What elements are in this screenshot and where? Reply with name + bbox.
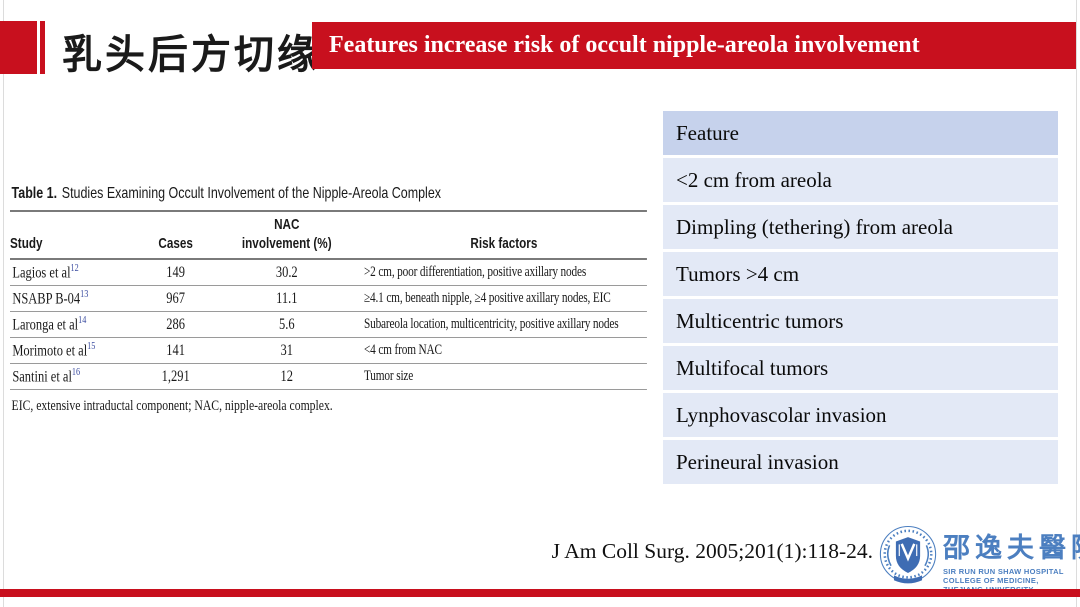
column-header-cases: Cases [158, 235, 193, 252]
table-row: Santini et al16 1,291 12 Tumor size [10, 364, 647, 390]
page-title: 乳头后方切缘 [62, 32, 320, 77]
column-header-nac-line2: involvement (%) [241, 235, 332, 252]
hospital-name-block: 邵逸夫醫院 SIR RUN RUN SHAW HOSPITAL COLLEGE … [943, 526, 1080, 594]
cell-study: Morimoto et al15 [10, 341, 139, 360]
cell-risk: >2 cm, poor differentiation, positive ax… [363, 264, 587, 280]
citation: J Am Coll Surg. 2005;201(1):118-24. [551, 539, 873, 563]
study-name: Morimoto et al [12, 342, 88, 360]
column-header-study: Study [10, 235, 43, 252]
feature-list-item: Multifocal tumors [663, 346, 1058, 390]
cell-cases: 286 [166, 315, 186, 333]
cell-cases: 141 [166, 341, 186, 359]
journal-table-title: Table 1. Studies Examining Occult Involve… [12, 185, 647, 203]
feature-list-header: Feature [663, 111, 1058, 155]
journal-table-title-label: Table 1. [11, 185, 58, 202]
cell-cases: 1,291 [161, 367, 190, 385]
cell-nac: 31 [280, 341, 293, 359]
study-name: NSABP B-04 [12, 290, 81, 308]
hospital-en-line: SIR RUN RUN SHAW HOSPITAL [943, 567, 1064, 576]
feature-list-item: Dimpling (tethering) from areola [663, 205, 1058, 249]
bottom-accent-bar [0, 589, 1080, 597]
reference-superscript: 13 [80, 288, 89, 300]
header-spacer [361, 215, 647, 234]
study-name: Lagios et al [12, 264, 71, 282]
cell-risk: Subareola location, multicentricity, pos… [363, 316, 619, 332]
title-accent-bar [40, 21, 45, 74]
hospital-en-line: COLLEGE OF MEDICINE, [943, 575, 1039, 585]
journal-table: Table 1. Studies Examining Occult Involve… [10, 183, 647, 415]
table-row: Morimoto et al15 141 31 <4 cm from NAC [10, 338, 647, 364]
feature-list-item: Lynphovascolar invasion [663, 393, 1058, 437]
cell-nac: 11.1 [276, 289, 298, 307]
hospital-name-cn: 邵逸夫醫院 [943, 533, 1080, 563]
slide-left-edge [3, 0, 4, 607]
table-row: NSABP B-0413 967 11.1 ≥4.1 cm, beneath n… [10, 286, 647, 312]
cell-risk: <4 cm from NAC [363, 342, 442, 358]
cell-cases: 967 [166, 289, 186, 307]
header-spacer [10, 215, 139, 234]
column-header-nac-line1: NAC [274, 216, 300, 233]
cell-study: NSABP B-0413 [10, 289, 139, 308]
header-spacer [139, 215, 213, 234]
hospital-seal-icon [879, 525, 937, 584]
cell-study: Lagios et al12 [10, 263, 139, 282]
feature-list: Feature <2 cm from areola Dimpling (teth… [663, 111, 1058, 487]
cell-nac: 12 [280, 367, 293, 385]
cell-risk: ≥4.1 cm, beneath nipple, ≥4 positive axi… [363, 290, 611, 306]
study-name: Laronga et al [12, 316, 79, 334]
reference-superscript: 16 [71, 366, 81, 378]
slide-right-edge [1076, 0, 1077, 607]
journal-table-title-text: Studies Examining Occult Involvement of … [61, 185, 441, 202]
table-row: Lagios et al12 149 30.2 >2 cm, poor diff… [10, 260, 647, 286]
cell-nac: 30.2 [275, 263, 298, 281]
title-accent-block [0, 21, 37, 74]
reference-superscript: 15 [87, 340, 96, 352]
cell-study: Santini et al16 [10, 367, 139, 386]
reference-superscript: 12 [70, 262, 79, 274]
column-header-risk: Risk factors [470, 235, 538, 252]
table-footnote: EIC, extensive intraductal component; NA… [11, 398, 333, 414]
feature-list-item: Tumors >4 cm [663, 252, 1058, 296]
study-name: Santini et al [12, 368, 72, 386]
reference-superscript: 14 [78, 314, 87, 326]
journal-table-header: NAC Study Cases involvement (%) Risk fac… [10, 210, 647, 260]
feature-list-item: Perineural invasion [663, 440, 1058, 484]
cell-risk: Tumor size [363, 368, 414, 384]
feature-list-item: Multicentric tumors [663, 299, 1058, 343]
banner-title: Features increase risk of occult nipple-… [312, 22, 1076, 69]
feature-list-item: <2 cm from areola [663, 158, 1058, 202]
cell-nac: 5.6 [278, 315, 295, 333]
table-row: Laronga et al14 286 5.6 Subareola locati… [10, 312, 647, 338]
cell-cases: 149 [166, 263, 186, 281]
cell-study: Laronga et al14 [10, 315, 139, 334]
